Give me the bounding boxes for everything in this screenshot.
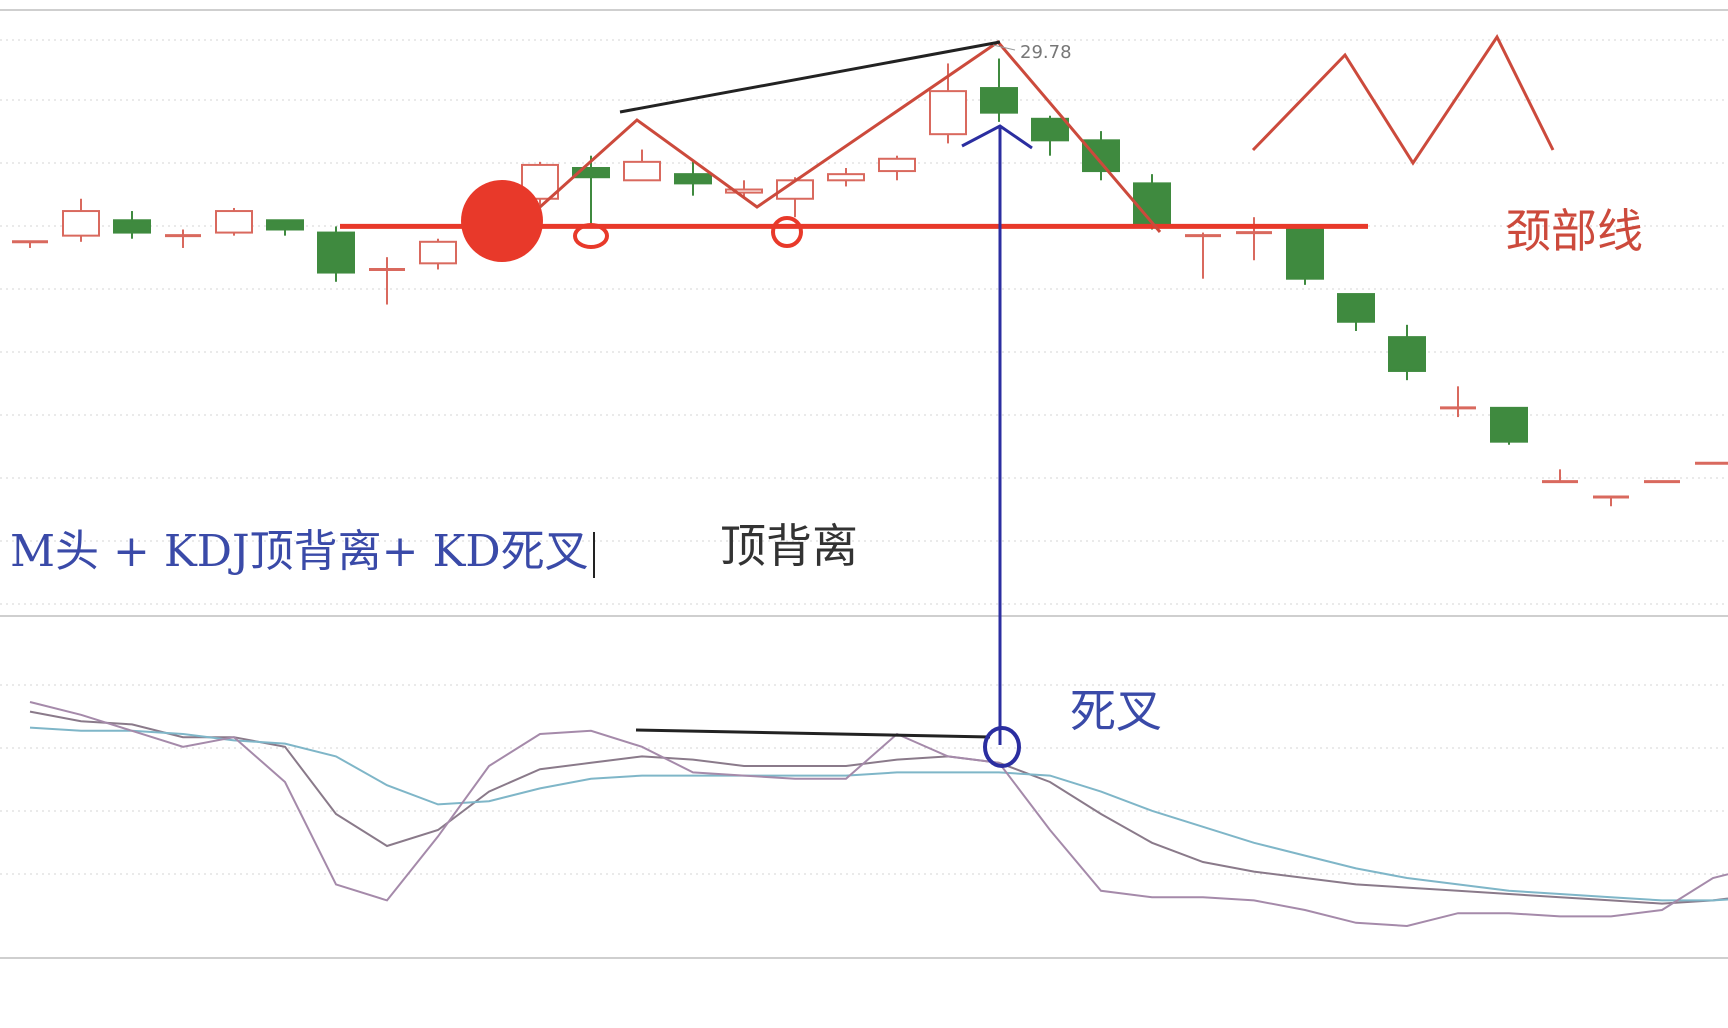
m-pattern-schematic xyxy=(1251,34,1555,166)
candle xyxy=(1388,324,1426,381)
candle xyxy=(419,238,457,270)
candle-body xyxy=(725,188,763,194)
candle xyxy=(215,207,253,236)
candle-body xyxy=(878,157,916,173)
candle xyxy=(165,229,201,248)
candle xyxy=(1490,406,1528,445)
candle xyxy=(1031,115,1069,156)
candle xyxy=(1082,131,1120,181)
chart-grid xyxy=(0,39,1728,875)
chart-annotations xyxy=(340,34,1555,768)
peak-value-label: 29.78 xyxy=(1020,42,1072,63)
candle xyxy=(317,226,355,282)
candle xyxy=(827,168,865,187)
candle-body xyxy=(623,160,661,182)
candle xyxy=(1440,386,1476,418)
candle-body xyxy=(1031,117,1069,142)
candle-body xyxy=(317,231,355,274)
dead-cross-label: 死叉 xyxy=(1070,684,1162,738)
candle-body xyxy=(1388,336,1426,372)
candle-body xyxy=(419,240,457,265)
candle xyxy=(776,177,814,218)
candle xyxy=(725,180,763,199)
candle xyxy=(369,257,405,305)
candle-body xyxy=(980,87,1018,114)
candle-body xyxy=(1133,182,1171,228)
candle xyxy=(1593,495,1629,507)
candle xyxy=(623,149,661,182)
candle xyxy=(1185,232,1221,279)
candle-body xyxy=(1082,139,1120,173)
candle xyxy=(572,155,610,224)
peak-leader-line xyxy=(992,44,1016,51)
k-line xyxy=(29,710,1728,905)
candle-body xyxy=(521,163,559,200)
panel-dividers xyxy=(0,9,1728,959)
candle xyxy=(1542,469,1578,484)
breakout-marker xyxy=(461,180,543,262)
candle xyxy=(1337,293,1375,331)
candlestick-series xyxy=(12,58,1728,507)
candle xyxy=(1236,217,1272,261)
candle xyxy=(674,161,712,196)
candle xyxy=(1133,174,1171,230)
touch-marker xyxy=(573,223,609,249)
candle xyxy=(929,63,967,144)
candle-body xyxy=(1337,293,1375,323)
neckline-label: 颈部线 xyxy=(1505,204,1643,258)
candle-body xyxy=(113,219,151,234)
price-divergence-line xyxy=(619,40,1001,114)
candle-body xyxy=(572,167,610,179)
candle-body xyxy=(674,173,712,185)
kdj-divergence-line xyxy=(635,728,991,739)
candle xyxy=(12,240,48,248)
dead-cross-marker xyxy=(983,726,1021,768)
candle xyxy=(62,198,100,242)
candle-body xyxy=(827,173,865,182)
divergence-label: 顶背离 xyxy=(720,519,858,573)
candle-body xyxy=(1490,406,1528,443)
candle xyxy=(521,161,559,205)
text-cursor xyxy=(592,531,595,578)
candle-body xyxy=(62,210,100,237)
candle xyxy=(266,219,304,236)
candle xyxy=(113,211,151,239)
pattern-label: M头 + KDJ顶背离+ KD死叉 xyxy=(10,515,595,579)
candle-body xyxy=(215,210,253,234)
arrow-head xyxy=(961,124,1033,150)
touch-marker xyxy=(771,216,803,248)
candle-body xyxy=(1286,225,1324,280)
candle-body xyxy=(929,90,967,136)
d-line xyxy=(29,726,1728,902)
m-pattern-line xyxy=(538,40,1162,233)
candle-body xyxy=(266,219,304,231)
candle xyxy=(980,58,1018,122)
candle xyxy=(1286,225,1324,285)
candle xyxy=(878,155,916,181)
